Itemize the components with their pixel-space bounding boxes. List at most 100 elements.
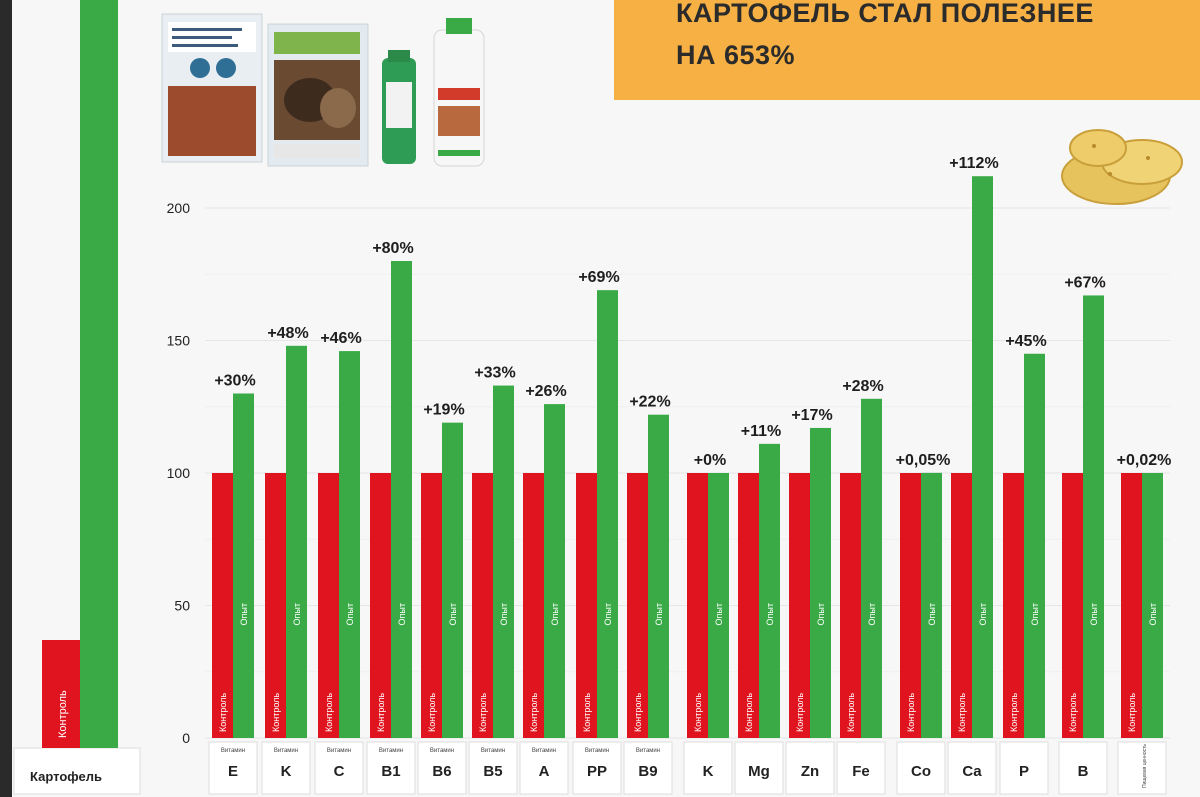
bar-control	[1003, 473, 1024, 738]
bar-experiment-label: Опыт	[292, 603, 302, 625]
x-category-label: C	[334, 763, 345, 780]
x-group-label: Витамин	[585, 748, 609, 754]
bar-experiment-label: Опыт	[765, 603, 775, 625]
x-category-box	[261, 741, 311, 795]
bar-experiment-label: Опыт	[239, 603, 249, 625]
bar-experiment-label: Опыт	[499, 603, 509, 625]
x-category-label: K	[703, 763, 714, 780]
data-label: +19%	[423, 402, 464, 419]
x-category-box	[734, 741, 784, 795]
x-category-label: B	[1078, 763, 1089, 780]
x-category-box	[1117, 741, 1167, 795]
bar-experiment-label: Опыт	[816, 603, 826, 625]
bar-experiment-label: Опыт	[714, 603, 724, 625]
bar-control-label: Контроль	[529, 693, 539, 732]
bar-control	[472, 473, 493, 738]
bar-experiment	[286, 345, 307, 738]
bar-experiment-label: Опыт	[448, 603, 458, 625]
bar-experiment	[1024, 353, 1045, 738]
bar-experiment	[708, 473, 729, 738]
data-label: +67%	[1064, 274, 1105, 291]
bar-experiment	[972, 176, 993, 738]
bar-experiment-potato	[80, 0, 118, 748]
bar-control-label: Контроль	[1068, 693, 1078, 732]
bar-control	[951, 473, 972, 738]
bar-experiment	[810, 427, 831, 738]
bar-experiment-label: Опыт	[654, 603, 664, 625]
x-category-label: Fe	[852, 763, 870, 780]
bar-experiment-label: Опыт	[550, 603, 560, 625]
bar-experiment-label: Опыт	[1089, 603, 1099, 625]
product-packages-photo	[161, 13, 485, 167]
x-group-label: Пищевая ценность	[1142, 744, 1148, 788]
bar-experiment	[391, 261, 412, 738]
x-category-box	[947, 741, 997, 795]
data-label: +26%	[525, 383, 566, 400]
data-label: +30%	[214, 373, 255, 390]
x-category-label: PP	[587, 763, 607, 780]
x-category-box	[417, 741, 467, 795]
x-category-box	[314, 741, 364, 795]
bar-control	[1121, 473, 1142, 738]
data-label: +69%	[578, 269, 619, 286]
bar-experiment-label: Опыт	[345, 603, 355, 625]
bar-control	[627, 473, 648, 738]
x-group-label: Витамин	[532, 748, 556, 754]
data-label: +11%	[741, 423, 781, 440]
bar-control	[370, 473, 391, 738]
x-category-label: Mg	[748, 763, 770, 780]
bar-experiment	[597, 290, 618, 738]
data-label: +28%	[842, 378, 883, 395]
bar-control	[789, 473, 810, 738]
x-group-label: Витамин	[274, 748, 298, 754]
data-label: +33%	[474, 365, 515, 382]
x-category-label: K	[281, 763, 292, 780]
bar-control-label: Контроль	[957, 693, 967, 732]
x-group-label: Витамин	[221, 748, 245, 754]
bar-control-label: Контроль	[582, 693, 592, 732]
bar-control-label: Контроль	[218, 693, 228, 732]
x-category-box	[1058, 741, 1108, 795]
bar-control-label: Контроль	[795, 693, 805, 732]
bar-experiment-label: Опыт	[1148, 603, 1158, 625]
bar-experiment	[339, 351, 360, 738]
x-category-label: B6	[432, 763, 451, 780]
x-group-label: Витамин	[379, 748, 403, 754]
y-tick-label: 150	[167, 333, 191, 349]
bar-experiment	[759, 443, 780, 738]
window-edge	[0, 0, 12, 797]
bar-control	[421, 473, 442, 738]
y-tick-label: 50	[174, 598, 190, 614]
bar-experiment	[442, 422, 463, 738]
bar-control-label: Контроль	[271, 693, 281, 732]
headline-line-1: КАРТОФЕЛЬ СТАЛ ПОЛЕЗНЕЕ	[676, 0, 1094, 28]
x-category-label: Zn	[801, 763, 819, 780]
bar-experiment	[1083, 295, 1104, 738]
x-category-label: Ca	[962, 763, 982, 780]
potato-overall-chart: Картофель Контроль	[13, 0, 141, 795]
bar-control-label: Контроль	[633, 693, 643, 732]
data-label: +22%	[629, 394, 670, 411]
bar-experiment-label: Опыт	[397, 603, 407, 625]
bar-experiment	[861, 398, 882, 738]
bar-control-label: Контроль	[906, 693, 916, 732]
x-category-label: Co	[911, 763, 931, 780]
y-tick-label: 0	[182, 730, 190, 746]
headline-line-2: НА 653%	[676, 40, 796, 70]
bar-control	[900, 473, 921, 738]
x-category-box	[468, 741, 518, 795]
bar-control-label: Контроль	[427, 693, 437, 732]
x-category-box	[999, 741, 1049, 795]
data-label: +48%	[267, 325, 308, 342]
bar-control-label: Контроль	[324, 693, 334, 732]
x-category-box	[572, 741, 622, 795]
bar-control	[212, 473, 233, 738]
bar-experiment	[921, 472, 942, 738]
x-category-label: B9	[638, 763, 657, 780]
x-category-box	[519, 741, 569, 795]
bar-experiment-label: Опыт	[978, 603, 988, 625]
bar-control-label: Контроль	[693, 693, 703, 732]
x-category-label: B5	[483, 763, 502, 780]
x-category-label: A	[539, 763, 550, 780]
